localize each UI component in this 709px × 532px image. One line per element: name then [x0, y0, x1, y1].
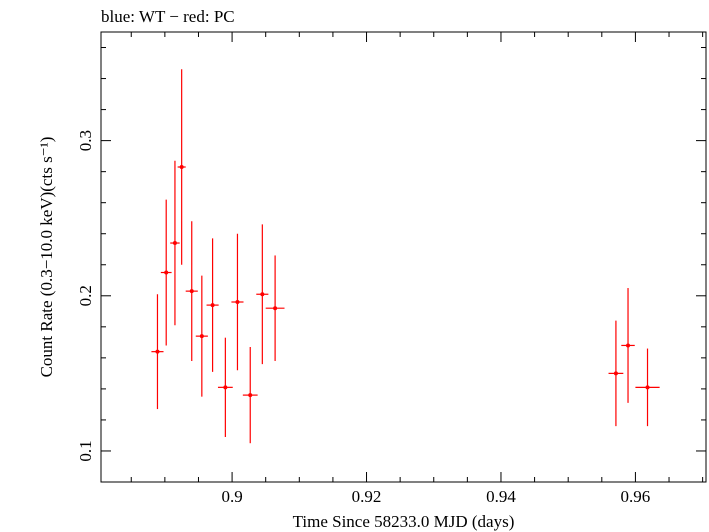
data-point — [177, 69, 186, 265]
point-marker — [172, 241, 177, 246]
point-marker — [210, 303, 215, 308]
data-point — [635, 348, 660, 427]
point-marker — [179, 165, 184, 169]
data-point — [151, 294, 164, 410]
x-tick-label: 0.92 — [352, 487, 382, 506]
y-tick-label: 0.3 — [76, 130, 95, 151]
x-tick-label: 0.9 — [221, 487, 242, 506]
point-marker — [260, 292, 265, 297]
data-point — [160, 199, 172, 346]
data-point — [256, 224, 269, 365]
data-point — [231, 233, 244, 371]
data-point — [242, 347, 258, 444]
data-point — [621, 288, 635, 403]
x-tick-label: 0.96 — [621, 487, 651, 506]
data-point — [185, 221, 198, 361]
data-point — [195, 275, 208, 397]
y-tick-label: 0.2 — [76, 285, 95, 306]
point-marker — [273, 306, 278, 311]
chart-title: blue: WT − red: PC — [101, 7, 235, 26]
point-marker — [189, 289, 194, 294]
data-point — [170, 160, 180, 326]
data-point — [206, 238, 219, 372]
data-point — [608, 320, 624, 427]
y-axis-label: Count Rate (0.3−10.0 keV)(cts s⁻¹) — [37, 137, 56, 378]
point-marker — [223, 385, 228, 390]
point-marker — [645, 385, 650, 390]
axis-ticks — [101, 32, 706, 483]
point-marker — [248, 393, 253, 398]
point-marker — [235, 300, 240, 304]
data-points — [151, 69, 660, 444]
plot-frame — [100, 31, 707, 483]
data-point — [265, 255, 285, 361]
point-marker — [613, 371, 618, 376]
y-tick-label: 0.1 — [76, 440, 95, 461]
point-marker — [199, 334, 204, 339]
x-axis-label: Time Since 58233.0 MJD (days) — [293, 512, 515, 531]
point-marker — [155, 349, 160, 354]
x-tick-label: 0.94 — [486, 487, 516, 506]
point-marker — [164, 270, 169, 275]
tick-labels: 0.9 0.92 0.94 0.96 0.1 0.2 0.3 — [76, 130, 650, 506]
point-marker — [626, 343, 631, 348]
data-point — [217, 337, 233, 437]
